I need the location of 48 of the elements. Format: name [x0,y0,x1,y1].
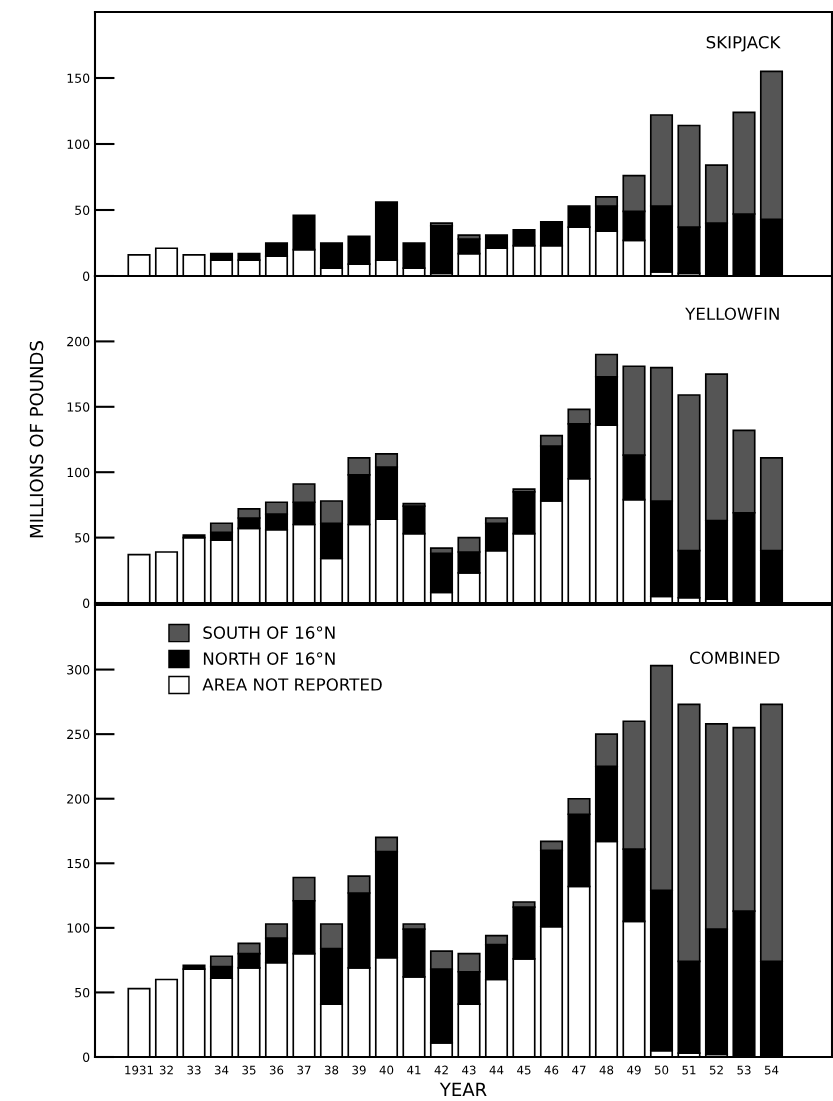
x-tick-label: 44 [489,1065,504,1075]
y-tick-label: 50 [75,987,90,998]
y-tick-label: 250 [67,729,90,740]
y-tick-label: 0 [83,598,90,608]
y-axis-title: MILLIONS OF POUNDS [29,341,44,538]
text: SKIPJACK [706,35,781,52]
x-tick-label: 39 [352,1065,366,1075]
y-tick-label: 200 [67,336,90,347]
x-tick-label: 50 [654,1065,669,1075]
x-tick-label: 36 [269,1065,284,1075]
y-tick-label: 50 [75,533,90,543]
x-tick-label: 43 [462,1065,476,1075]
text: YELLOWFIN [685,307,779,321]
x-tick-label: 41 [407,1065,421,1075]
y-tick-label: 150 [67,73,90,83]
x-tick-label: 53 [737,1065,751,1075]
x-tick-label: 48 [599,1065,614,1075]
y-tick-label: 100 [67,467,90,478]
y-tick-label: 0 [83,271,90,281]
y-tick-label: 150 [67,402,90,412]
y-tick-label: 200 [67,794,90,804]
x-tick-label: 45 [517,1065,531,1075]
x-tick-label: 46 [544,1065,559,1075]
x-tick-label: 51 [682,1065,696,1075]
y-tick-label: 150 [67,858,90,869]
x-tick-label: 38 [324,1065,339,1075]
x-tick-label: 42 [434,1065,448,1075]
x-tick-label: 49 [627,1065,641,1075]
legend-label: NORTH OF 16°N [203,652,335,665]
y-tick-label: 100 [67,139,90,149]
x-tick-label: 1931 [125,1065,153,1075]
text: COMBINED [690,651,780,665]
x-tick-label: 37 [297,1065,311,1075]
legend-label: SOUTH OF 16°N [203,626,335,639]
y-tick-label: 50 [75,205,90,215]
x-tick-label: 34 [214,1065,229,1075]
y-tick-label: 300 [67,665,90,675]
x-tick-label: 32 [159,1065,173,1075]
y-tick-label: 0 [83,1052,90,1062]
x-tick-label: 35 [242,1065,256,1075]
x-tick-label: 54 [764,1065,779,1075]
legend-label: AREA NOT REPORTED [202,678,382,691]
x-tick-label: 52 [709,1065,723,1075]
x-tick-label: 33 [187,1065,201,1075]
y-tick-label: 100 [67,923,90,933]
x-axis-title: YEAR [439,1082,487,1097]
x-tick-label: 47 [572,1065,586,1075]
x-tick-label: 40 [379,1065,394,1075]
